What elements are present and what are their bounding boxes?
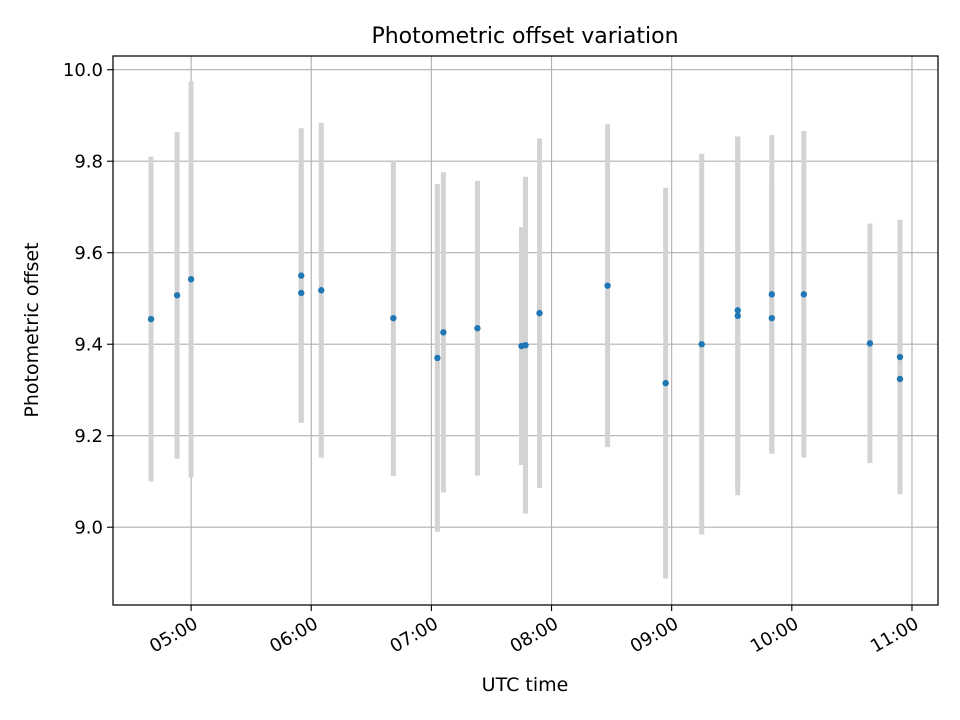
data-point: [298, 289, 305, 297]
y-axis-ticks: 9.0 9.2 9.4 9.6 9.8 10.0: [63, 60, 113, 539]
data-point: [662, 379, 669, 387]
y-tick-label: 9.8: [74, 152, 103, 173]
data-point: [896, 353, 904, 361]
plot-frame: [112, 55, 939, 606]
data-point: [173, 292, 181, 299]
data-point: [536, 309, 543, 317]
data-point: [298, 272, 305, 279]
data-point: [318, 287, 325, 294]
y-tick-label: 9.6: [74, 243, 103, 264]
data-point: [698, 341, 705, 348]
data-point: [604, 282, 611, 289]
data-points: [147, 272, 904, 387]
data-point: [734, 312, 741, 320]
data-point: [474, 325, 481, 332]
y-tick-label: 9.4: [74, 335, 103, 356]
data-point: [896, 375, 904, 383]
y-tick-label: 10.0: [63, 60, 103, 81]
data-point: [440, 329, 447, 336]
y-tick-label: 9.2: [74, 426, 103, 447]
x-axis-label: UTC time: [482, 674, 569, 696]
y-tick-label: 9.0: [74, 518, 103, 539]
data-point: [800, 291, 808, 298]
data-point: [390, 314, 397, 322]
y-axis-label: Photometric offset: [21, 242, 43, 417]
data-point: [522, 341, 529, 349]
data-point: [434, 354, 441, 362]
data-point: [187, 276, 195, 283]
data-point: [147, 315, 155, 323]
data-point: [866, 340, 874, 347]
data-point: [768, 314, 775, 322]
data-point: [768, 291, 775, 298]
data-point: [734, 307, 741, 314]
chart-title: Photometric offset variation: [371, 24, 678, 49]
